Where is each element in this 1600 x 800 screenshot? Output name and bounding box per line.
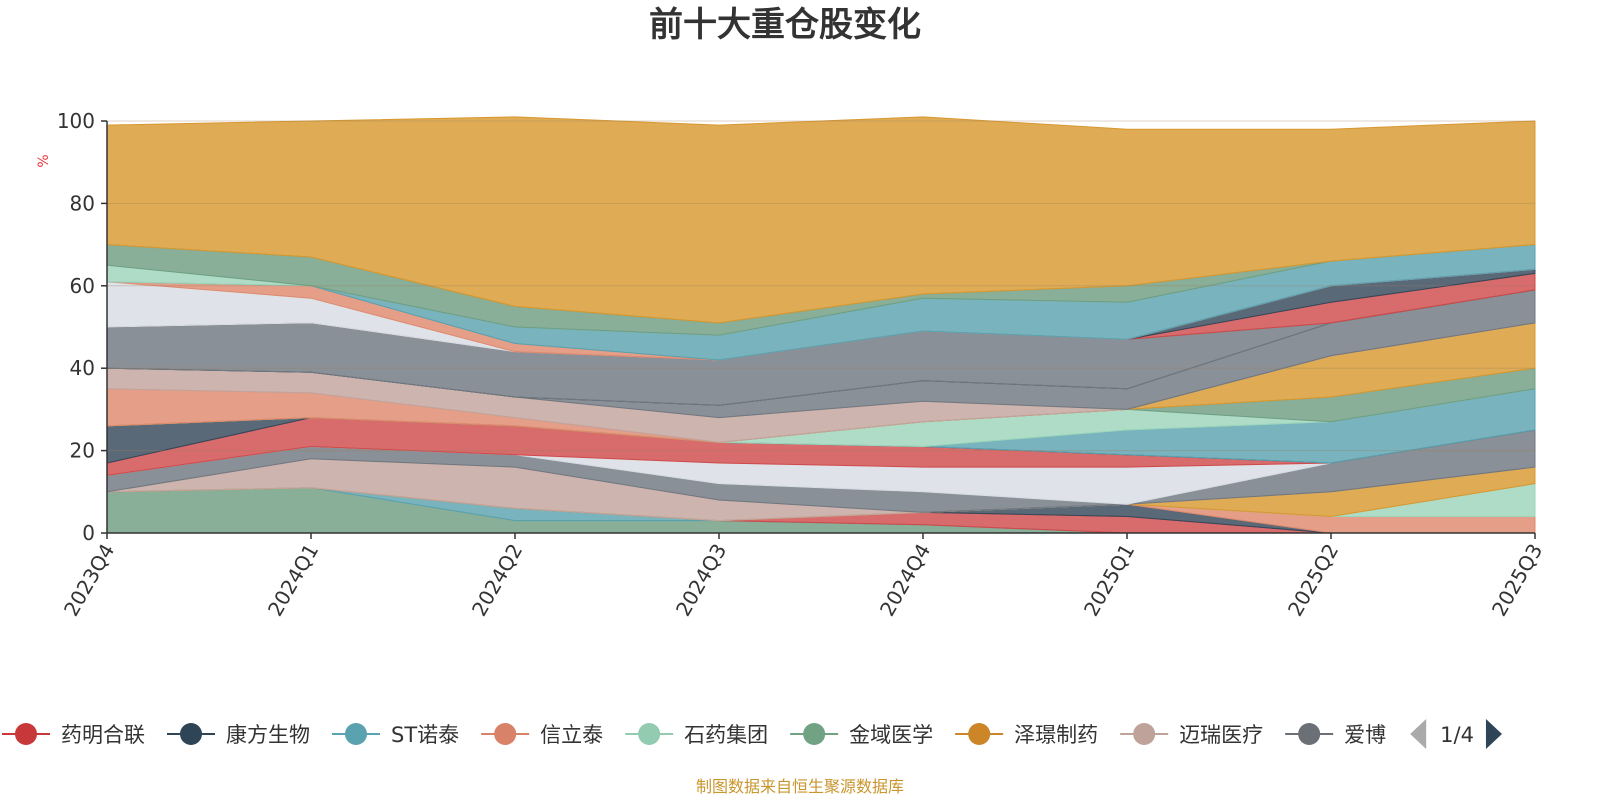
legend-marker: [968, 723, 991, 745]
pager-label: 1/4: [1440, 723, 1474, 747]
x-tick-label-2: 2024Q2: [467, 540, 527, 621]
legend-item-6[interactable]: 泽璟制药: [955, 723, 1098, 747]
legend-pager: 1/4: [1410, 719, 1502, 749]
legend-marker: [638, 723, 661, 745]
pager-next-icon[interactable]: [1485, 719, 1502, 749]
x-tick-label-5: 2025Q1: [1079, 540, 1139, 621]
x-tick-label-7: 2025Q3: [1487, 540, 1547, 621]
y-tick-label-3: 60: [70, 274, 95, 298]
legend-item-7[interactable]: 迈瑞医疗: [1120, 723, 1263, 747]
x-tick-label-3: 2024Q3: [671, 540, 731, 621]
legend-item-0[interactable]: 药明合联: [2, 723, 145, 747]
y-axis-unit: %: [36, 154, 52, 167]
legend-marker: [1133, 723, 1156, 745]
y-tick-label-1: 20: [70, 439, 95, 463]
legend-label: 爱博: [1344, 723, 1386, 747]
y-tick-label-5: 100: [57, 109, 95, 133]
pager-prev-icon[interactable]: [1410, 719, 1427, 749]
x-tick-label-0: 2023Q4: [59, 540, 119, 621]
legend-label: 药明合联: [61, 723, 145, 747]
legend-item-8[interactable]: 爱博: [1285, 723, 1386, 747]
legend-item-1[interactable]: 康方生物: [167, 723, 310, 747]
x-tick-label-1: 2024Q1: [263, 540, 323, 621]
legend-label: 金域医学: [849, 723, 933, 747]
legend-label: 石药集团: [684, 723, 768, 747]
legend-marker: [180, 723, 202, 745]
y-tick-label-2: 40: [70, 356, 95, 380]
legend: 药明合联 康方生物 ST诺泰 信立泰 石药集团 金域医学 泽璟制药 迈瑞医疗 爱博 1/4: [2, 719, 1502, 749]
legend-item-3[interactable]: 信立泰: [481, 723, 603, 747]
x-tick-label-4: 2024Q4: [875, 540, 935, 621]
x-tick-label-6: 2025Q2: [1283, 540, 1343, 621]
y-tick-label-4: 80: [70, 191, 95, 215]
legend-label: 迈瑞医疗: [1179, 723, 1263, 747]
legend-marker: [1298, 723, 1321, 745]
legend-label: 泽璟制药: [1014, 723, 1098, 747]
y-tick-label-0: 0: [82, 521, 95, 545]
area-series-28: [106, 116, 1536, 324]
legend-marker: [494, 723, 517, 745]
legend-item-2[interactable]: ST诺泰: [332, 723, 459, 747]
legend-label: 康方生物: [226, 723, 310, 747]
data-source-note: 制图数据来自恒生聚源数据库: [696, 777, 904, 796]
legend-marker: [15, 723, 37, 745]
legend-label: 信立泰: [540, 723, 603, 747]
chart-title: 前十大重仓股变化: [649, 5, 921, 45]
legend-marker: [345, 723, 367, 745]
legend-item-4[interactable]: 石药集团: [625, 723, 768, 747]
area-layers: [106, 116, 1536, 534]
legend-label: ST诺泰: [391, 723, 459, 747]
legend-item-5[interactable]: 金域医学: [790, 723, 933, 747]
legend-marker: [803, 723, 826, 745]
